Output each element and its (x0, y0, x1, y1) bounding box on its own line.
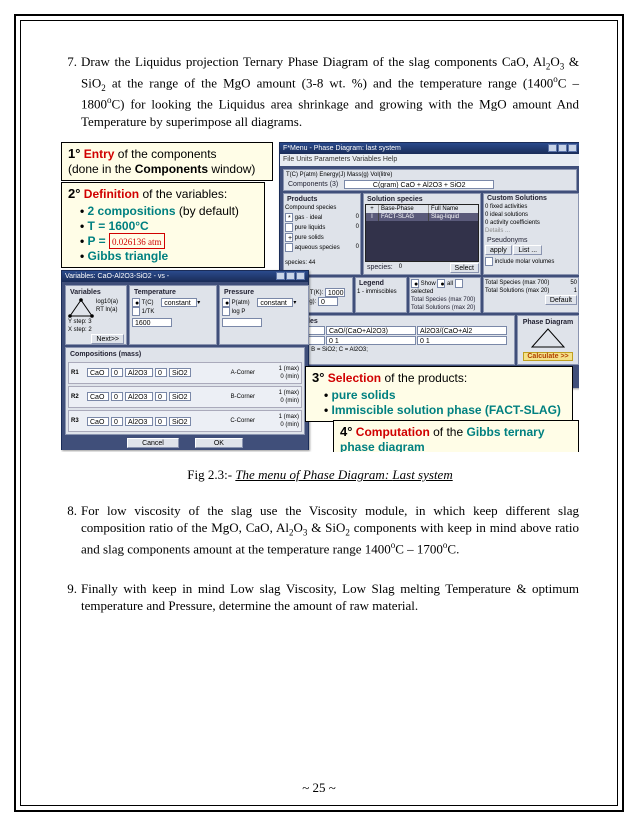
minimize-icon (276, 272, 285, 280)
titlebar-main: F*Menu - Phase Diagram: last system (280, 143, 579, 154)
minimize-icon (548, 144, 557, 152)
bullet-temperature: T = 1600°C (80, 219, 258, 234)
window-variables: Variables: CaO-Al2O3-SiO2 - vs - Variabl… (61, 270, 309, 450)
page-number: ~ 25 ~ (21, 779, 617, 797)
window-control-buttons[interactable] (547, 144, 577, 153)
ok-button[interactable]: OK (195, 438, 243, 448)
callout-4: 4° Computation of the Gibbs ternary phas… (333, 420, 579, 452)
figure-caption: Fig 2.3:- The menu of Phase Diagram: Las… (61, 466, 579, 484)
figure-screenshot: 1° Entry of the components (done in the … (61, 142, 579, 452)
window-phase-diagram: F*Menu - Phase Diagram: last system File… (279, 142, 579, 388)
select-button[interactable]: Select (450, 263, 479, 273)
ordered-list-cont: 8. For low viscosity of the slag use the… (61, 502, 579, 558)
ordered-list-cont2: 9. Finally with keep in mind Low slag Vi… (61, 580, 579, 615)
item-text: For low viscosity of the slag use the Vi… (81, 502, 579, 558)
bullet-gibbs: Gibbs triangle (80, 249, 258, 264)
item-text: Finally with keep in mind Low slag Visco… (81, 580, 579, 615)
bullet-2-compositions: 2 compositions (by default) (80, 204, 258, 219)
callout-1: 1° Entry of the components (done in the … (61, 142, 273, 181)
item-number: 7. (61, 53, 81, 130)
item-number: 9. (61, 580, 81, 615)
item-number: 8. (61, 502, 81, 558)
window-control-buttons[interactable] (275, 272, 305, 281)
close-icon (296, 272, 305, 280)
page-outer-border: 7. Draw the Liquidus projection Ternary … (14, 14, 624, 812)
item-text: Draw the Liquidus projection Ternary Pha… (81, 53, 579, 130)
bullet-pressure: P = 0.026136 atm (80, 234, 258, 249)
page-inner-border: 7. Draw the Liquidus projection Ternary … (20, 20, 618, 806)
ordered-list: 7. Draw the Liquidus projection Ternary … (61, 53, 579, 130)
list-item-8: 8. For low viscosity of the slag use the… (61, 502, 579, 558)
cancel-button[interactable]: Cancel (127, 438, 179, 448)
callout-2: 2° Definition of the variables: 2 compos… (61, 182, 265, 268)
callout-3: 3° Selection of the products: pure solid… (305, 366, 573, 422)
close-icon (568, 144, 577, 152)
maximize-icon (558, 144, 567, 152)
maximize-icon (286, 272, 295, 280)
list-item-7: 7. Draw the Liquidus projection Ternary … (61, 53, 579, 130)
titlebar-variables: Variables: CaO-Al2O3-SiO2 - vs - (62, 271, 308, 282)
menubar-main[interactable]: File Units Parameters Variables Help (280, 154, 579, 165)
list-item-9: 9. Finally with keep in mind Low slag Vi… (61, 580, 579, 615)
calculate-button[interactable]: Calculate >> (523, 352, 572, 361)
